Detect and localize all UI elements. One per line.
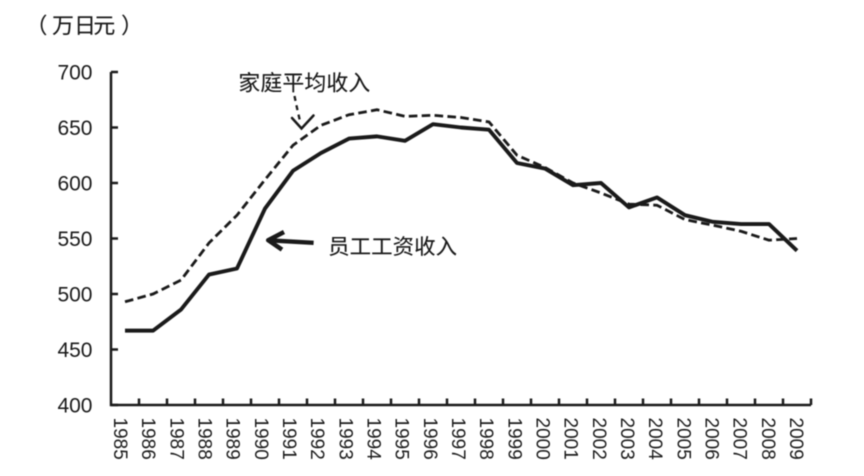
svg-text:400: 400 — [57, 394, 92, 417]
svg-text:1993: 1993 — [334, 418, 355, 460]
svg-text:1986: 1986 — [137, 418, 158, 460]
svg-text:1990: 1990 — [250, 418, 271, 460]
svg-text:2007: 2007 — [729, 418, 750, 460]
svg-text:550: 550 — [57, 228, 92, 251]
svg-text:2000: 2000 — [532, 418, 553, 460]
svg-text:1989: 1989 — [222, 418, 243, 460]
svg-text:2005: 2005 — [672, 418, 693, 460]
svg-text:700: 700 — [57, 61, 92, 84]
svg-text:1995: 1995 — [391, 418, 412, 460]
svg-text:2009: 2009 — [785, 418, 806, 460]
svg-text:1988: 1988 — [194, 418, 215, 460]
svg-text:2002: 2002 — [588, 418, 609, 460]
svg-text:1987: 1987 — [165, 418, 186, 460]
svg-text:1996: 1996 — [419, 418, 440, 460]
svg-text:1994: 1994 — [363, 418, 384, 461]
svg-text:2008: 2008 — [757, 418, 778, 460]
svg-text:1998: 1998 — [475, 418, 496, 460]
svg-text:500: 500 — [57, 283, 92, 306]
svg-text:450: 450 — [57, 339, 92, 362]
svg-text:1991: 1991 — [278, 418, 299, 460]
svg-text:1985: 1985 — [109, 418, 130, 460]
svg-text:600: 600 — [57, 172, 92, 195]
svg-text:2001: 2001 — [560, 418, 581, 460]
svg-text:1997: 1997 — [447, 418, 468, 460]
svg-text:2006: 2006 — [701, 418, 722, 460]
svg-text:2004: 2004 — [644, 418, 665, 461]
svg-text:2003: 2003 — [616, 418, 637, 460]
svg-text:650: 650 — [57, 117, 92, 140]
svg-text:1999: 1999 — [503, 418, 524, 460]
svg-text:1992: 1992 — [306, 418, 327, 460]
